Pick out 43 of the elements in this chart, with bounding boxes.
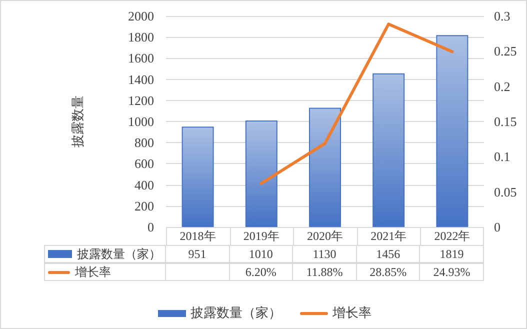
y-tick-label: 600 <box>134 156 154 172</box>
x-tick-label: 2021年 <box>370 229 407 243</box>
text: 披露数量（家） <box>190 305 282 320</box>
bar <box>309 108 341 227</box>
x-tick-label: 2020年 <box>307 229 343 243</box>
y-tick-label: 1200 <box>128 92 154 108</box>
bar <box>436 35 468 227</box>
x-tick-label: 2018年 <box>180 229 216 243</box>
text: 增长率 <box>75 264 111 278</box>
y-tick-label: 1600 <box>128 50 154 66</box>
data-label: 1130 <box>293 245 357 263</box>
data-label: 951 <box>166 245 230 263</box>
y-tick-label: 200 <box>134 198 154 214</box>
y-tick-label: 1000 <box>128 114 154 129</box>
y-tick-label: 1800 <box>128 30 154 45</box>
y2-tick-label: 0.2 <box>494 78 510 94</box>
legend-label: 增长率 <box>332 304 372 322</box>
bar <box>245 120 278 227</box>
data-label: 28.85% <box>356 263 420 281</box>
y2-tick-label: 0.3 <box>494 8 510 24</box>
data-label: 11.88% <box>293 263 357 281</box>
data-label: 1010 <box>230 245 294 263</box>
data-label: 6.20% <box>230 263 294 281</box>
data-label: 24.93% <box>420 263 484 281</box>
y-tick-label: 0 <box>148 220 154 234</box>
y2-tick-label: 0 <box>494 220 500 234</box>
y-axis-title: 披露数量 <box>70 96 85 148</box>
y2-tick-label: 0.1 <box>494 149 510 164</box>
data-label: 1456 <box>356 245 420 263</box>
y-tick-label: 2000 <box>128 8 154 24</box>
y-tick-label: 1400 <box>128 72 154 87</box>
data-label: 1819 <box>420 245 484 263</box>
line-series <box>260 22 454 185</box>
y-tick-label: 800 <box>134 135 154 150</box>
y2-tick-label: 0.15 <box>494 114 517 129</box>
y2-tick-label: 0.05 <box>494 184 517 200</box>
legend-label: 披露数量（家） <box>44 245 166 263</box>
bar <box>182 126 214 227</box>
bar <box>372 73 405 227</box>
x-tick-label: 2022年 <box>434 229 470 243</box>
y-tick-label: 400 <box>134 177 154 192</box>
y2-tick-label: 0.25 <box>494 44 517 59</box>
x-tick-label: 2019年 <box>243 229 280 243</box>
